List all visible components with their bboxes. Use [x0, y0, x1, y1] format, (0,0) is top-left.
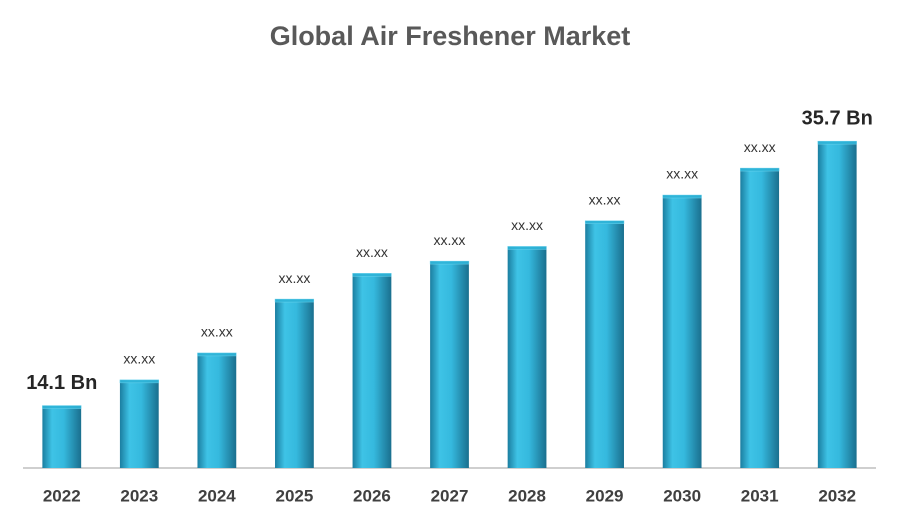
value-label: xx.xx [511, 217, 543, 233]
bar [352, 273, 392, 468]
value-label: xx.xx [744, 139, 776, 155]
bar [662, 195, 702, 468]
x-tick-label: 2030 [663, 486, 701, 505]
chart-title: Global Air Freshener Market [270, 21, 631, 51]
x-tick-label: 2027 [431, 486, 469, 505]
value-label: xx.xx [589, 191, 621, 207]
x-tick-label: 2023 [120, 486, 158, 505]
x-tick-label: 2026 [353, 486, 391, 505]
bar-cap [429, 260, 470, 265]
bar-cap [119, 379, 159, 384]
x-tick-label: 2028 [508, 486, 546, 505]
bar-cap [274, 298, 315, 303]
value-label: xx.xx [278, 270, 310, 286]
bar [585, 220, 624, 468]
bar [817, 141, 857, 469]
x-tick-label: 2024 [198, 486, 236, 505]
bar-cap [817, 140, 857, 145]
x-tick-label: 2031 [741, 486, 779, 505]
bar-cap [584, 220, 625, 224]
value-label: 35.7 Bn [802, 107, 873, 129]
bar [119, 379, 159, 468]
value-label: xx.xx [201, 324, 233, 340]
x-tick-label: 2032 [818, 486, 856, 505]
bar [740, 168, 780, 468]
value-label: xx.xx [666, 166, 698, 182]
bar-cap [662, 194, 702, 199]
value-label: xx.xx [434, 232, 466, 248]
bar-cap [507, 246, 547, 250]
value-label: xx.xx [356, 244, 388, 260]
x-tick-label: 2022 [43, 486, 81, 505]
bar [197, 352, 237, 468]
x-tick-label: 2025 [275, 486, 313, 505]
bar-cap [740, 167, 780, 172]
x-tick-label: 2029 [586, 486, 624, 505]
bar-cap [352, 273, 392, 277]
bar [507, 246, 547, 468]
bar-cap [42, 405, 82, 409]
bar [430, 261, 469, 468]
value-label: 14.1 Bn [26, 372, 97, 394]
bar [275, 299, 314, 468]
value-label: xx.xx [123, 351, 155, 367]
bar [42, 405, 82, 468]
bar-cap [197, 352, 237, 357]
